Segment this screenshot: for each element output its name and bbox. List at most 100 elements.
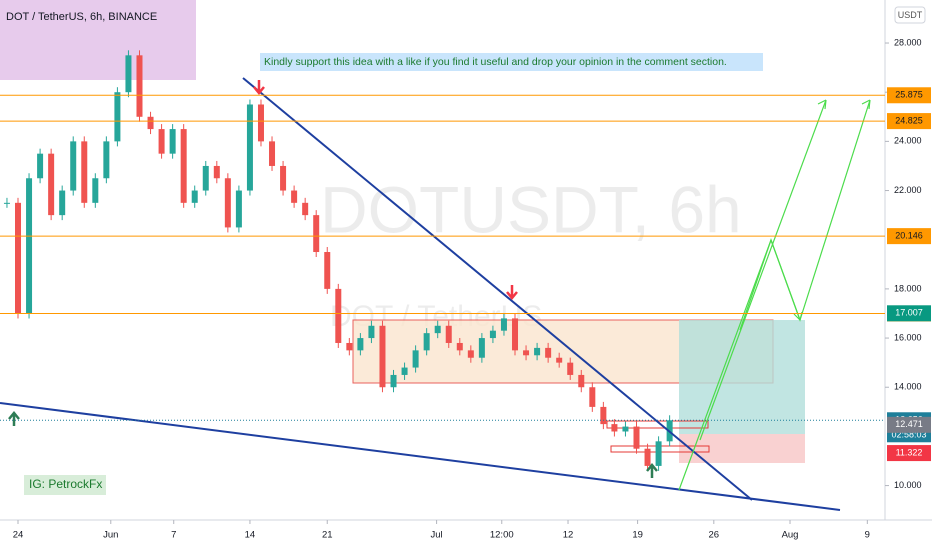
candle (213, 165, 220, 179)
candle (556, 357, 563, 363)
candle (622, 426, 629, 432)
candle (103, 141, 110, 179)
candle (644, 448, 651, 466)
candle (534, 347, 541, 356)
candle (48, 153, 55, 216)
candle (379, 325, 386, 388)
candle (224, 178, 231, 228)
x-tick-label: Jun (103, 530, 118, 541)
candle (357, 338, 364, 351)
candle (257, 104, 264, 142)
down-arrow (253, 80, 265, 95)
candle (456, 342, 463, 351)
price-tag-label: 25.875 (895, 90, 923, 100)
candle (578, 374, 585, 388)
candle (512, 318, 519, 351)
supply-zone (0, 0, 196, 80)
candle (600, 406, 607, 425)
price-tag-label: 12.471 (895, 419, 923, 429)
projection (699, 99, 827, 441)
price-tag-label: 20.146 (895, 231, 923, 241)
x-tick-label: 14 (245, 530, 256, 541)
price-tag-label: 17.007 (895, 308, 923, 318)
candle (15, 202, 22, 314)
signature: IG: PetrockFx (29, 477, 102, 491)
y-tick-label: 14.000 (894, 382, 922, 392)
currency-box (894, 6, 926, 24)
y-tick-label: 18.000 (894, 283, 922, 293)
candle (589, 387, 596, 407)
x-tick-label: Jul (431, 530, 443, 541)
candle (489, 330, 496, 339)
chart-title: DOT / TetherUS, 6h, BINANCE (6, 11, 157, 23)
price-tag (887, 305, 931, 322)
candle (81, 141, 88, 203)
candle (59, 190, 66, 216)
x-tick-label: 26 (709, 530, 720, 541)
candle (390, 374, 397, 388)
candle (147, 116, 154, 130)
candle (37, 153, 44, 179)
candle (280, 165, 287, 191)
x-tick-label: 9 (865, 530, 870, 541)
candle (26, 178, 33, 314)
candle (500, 318, 507, 331)
price-tag-label: 24.825 (895, 115, 923, 125)
candle (92, 178, 99, 203)
price-tag (887, 87, 931, 104)
x-tick-label: 21 (322, 530, 333, 541)
candle (368, 325, 375, 339)
candle (567, 362, 574, 375)
candle (235, 190, 242, 228)
x-tick-label: 24 (13, 530, 24, 541)
candle (114, 92, 121, 142)
candle (125, 55, 132, 93)
candle (313, 215, 320, 253)
x-tick-label: 19 (632, 530, 643, 541)
x-tick-label: 12 (563, 530, 574, 541)
note-bg (260, 53, 763, 71)
candle (478, 338, 485, 358)
candle (467, 350, 474, 358)
candle (335, 288, 342, 343)
candle (434, 325, 441, 334)
candle (611, 424, 618, 432)
candle (633, 426, 640, 449)
down-arrow (506, 285, 518, 300)
x-tick-label: 7 (171, 530, 176, 541)
candle (523, 350, 530, 356)
price-tag (887, 445, 931, 462)
currency: USDT (898, 10, 923, 20)
y-tick-label: 28.000 (894, 37, 922, 47)
y-tick-label: 22.000 (894, 185, 922, 195)
candle (401, 367, 408, 375)
watermark: DOTUSDT, 6h (320, 172, 742, 246)
candle (655, 441, 662, 466)
price-tag (887, 113, 931, 130)
candle (291, 190, 298, 203)
candle (202, 165, 209, 191)
price-tag (887, 228, 931, 245)
candle (269, 141, 276, 166)
trend-line (242, 77, 753, 501)
target-zone (679, 320, 805, 434)
candle (423, 333, 430, 351)
candle (324, 252, 331, 289)
arrow-head (793, 99, 871, 321)
candle (70, 141, 77, 191)
note: Kindly support this idea with a like if … (264, 56, 727, 68)
projection (739, 238, 801, 331)
y-tick-label: 16.000 (894, 332, 922, 342)
candle (3, 202, 10, 204)
candle (545, 347, 552, 358)
x-tick-label: Aug (782, 530, 799, 541)
candle (158, 129, 165, 154)
countdown: 02:58:03 (891, 430, 926, 440)
candle (136, 55, 143, 117)
candle (445, 325, 452, 343)
price-tag (887, 416, 931, 433)
support-line (0, 402, 841, 511)
candle (180, 129, 187, 203)
y-tick-label: 24.000 (894, 136, 922, 146)
